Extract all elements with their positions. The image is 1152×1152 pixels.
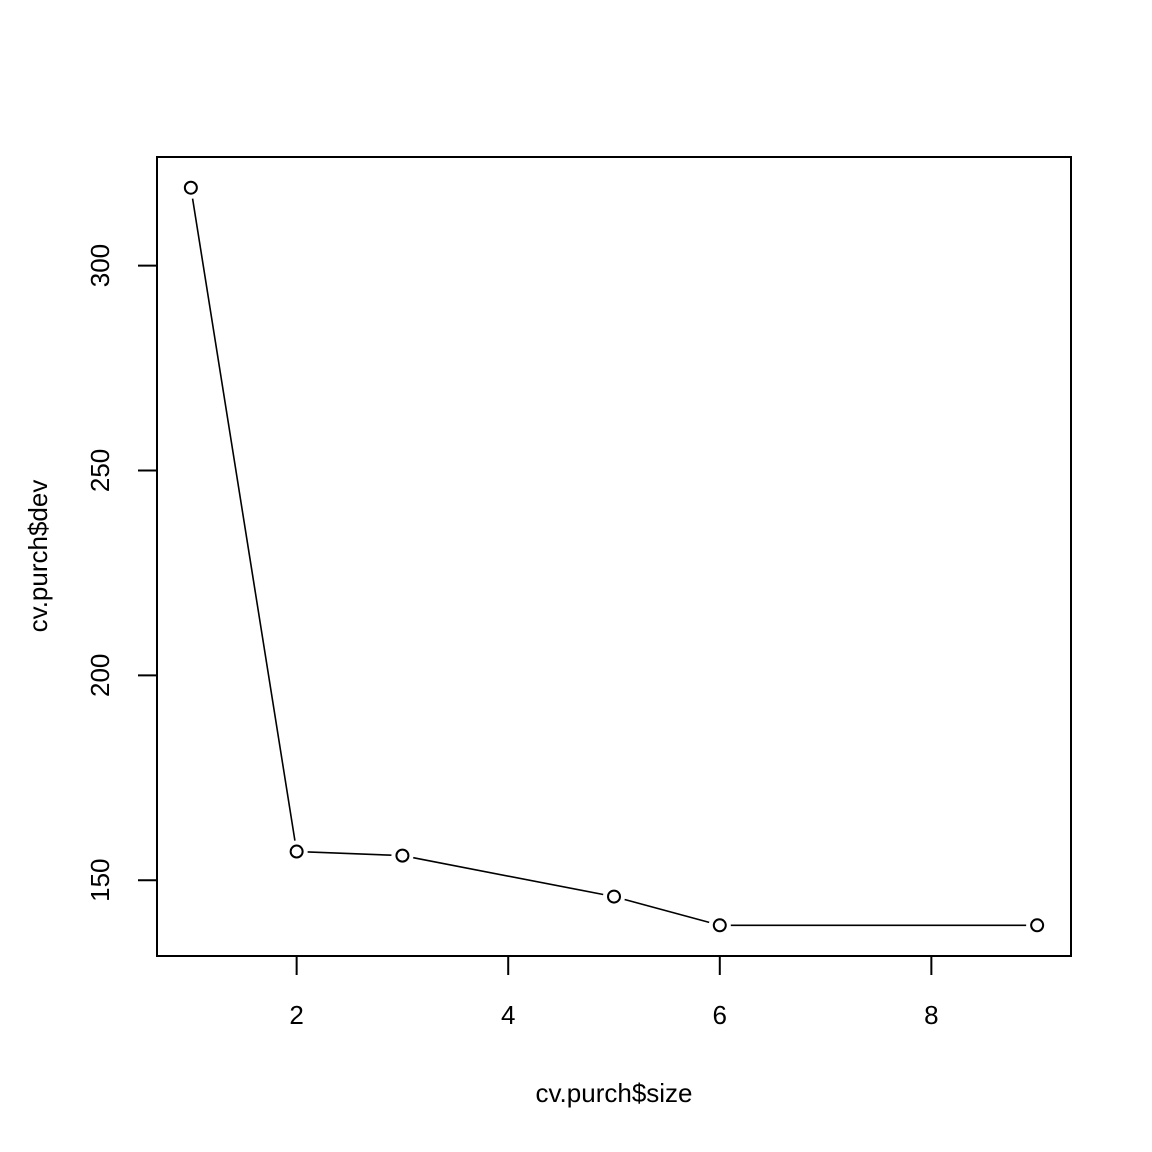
- y-axis: 150 200 250 300: [85, 244, 158, 902]
- x-tick-label: 4: [501, 1000, 515, 1030]
- x-tick-label: 2: [289, 1000, 303, 1030]
- data-point: [712, 918, 727, 933]
- series-segment: [413, 856, 604, 896]
- series-segment: [191, 198, 296, 841]
- data-point: [1030, 918, 1045, 933]
- data-point: [289, 844, 304, 859]
- y-tick-label: 300: [85, 244, 115, 287]
- y-axis-label: cv.purch$dev: [23, 480, 53, 633]
- series-line: [191, 198, 1027, 927]
- data-point: [395, 848, 410, 863]
- data-points: [183, 180, 1045, 933]
- x-axis-label: cv.purch$size: [535, 1078, 692, 1108]
- x-tick-label: 8: [924, 1000, 938, 1030]
- x-axis: 2 4 6 8: [289, 955, 939, 1030]
- y-tick-label: 200: [85, 654, 115, 697]
- x-tick-label: 6: [713, 1000, 727, 1030]
- data-point: [607, 889, 621, 904]
- y-tick-label: 150: [85, 859, 115, 902]
- data-point: [183, 180, 198, 195]
- y-tick-label: 250: [85, 449, 115, 492]
- series-segment: [624, 898, 710, 924]
- series-segment: [307, 851, 392, 856]
